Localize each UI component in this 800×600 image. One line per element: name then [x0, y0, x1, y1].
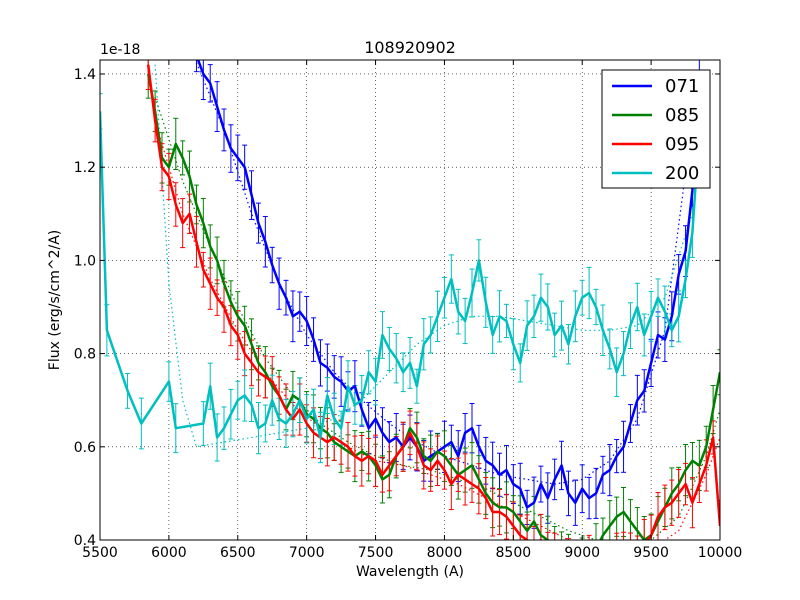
x-tick-label: 8500 — [496, 545, 532, 561]
series-lines — [100, 60, 720, 540]
y-offset-label: 1e-18 — [100, 42, 140, 58]
x-tick-label: 7500 — [358, 545, 394, 561]
legend-label-095: 095 — [665, 134, 699, 155]
x-tick-label: 9000 — [564, 545, 600, 561]
x-tick-label: 6500 — [220, 545, 256, 561]
legend-items: 071 085 095 200 — [612, 76, 699, 184]
series-line-085 — [146, 73, 720, 540]
x-tick-label: 6000 — [151, 545, 187, 561]
legend-box — [601, 69, 711, 189]
y-tick-label: 1.4 — [74, 67, 96, 83]
series-line-095 — [146, 64, 720, 540]
x-tick-label: 5500 — [82, 545, 118, 561]
legend-label-071: 071 — [665, 76, 699, 97]
y-tick-label: 0.8 — [74, 347, 96, 363]
chart-title: 108920902 — [364, 38, 456, 57]
y-axis-label: Flux (erg/s/cm^2/A) — [47, 230, 63, 370]
x-tick-label: 10000 — [698, 545, 743, 561]
y-tick-label: 0.6 — [74, 440, 96, 456]
y-tick-label: 0.4 — [74, 533, 96, 549]
legend-label-200: 200 — [665, 163, 699, 184]
legend-label-085: 085 — [665, 105, 699, 126]
plot-frame — [99, 59, 721, 541]
x-tick-label: 9500 — [633, 545, 669, 561]
y-tick-label: 1.0 — [74, 253, 96, 269]
x-axis-label: Wavelength (A) — [356, 564, 464, 580]
x-tick-label: 7000 — [289, 545, 325, 561]
axis-ticks: 5500 6000 6500 7000 7500 8000 8500 9000 9500 1000… — [74, 60, 743, 561]
series-line-071 — [196, 60, 701, 509]
y-tick-label: 1.2 — [74, 160, 96, 176]
x-tick-label: 8000 — [427, 545, 463, 561]
series-line-200 — [100, 111, 701, 439]
legend: 071 085 095 200 — [601, 69, 711, 189]
